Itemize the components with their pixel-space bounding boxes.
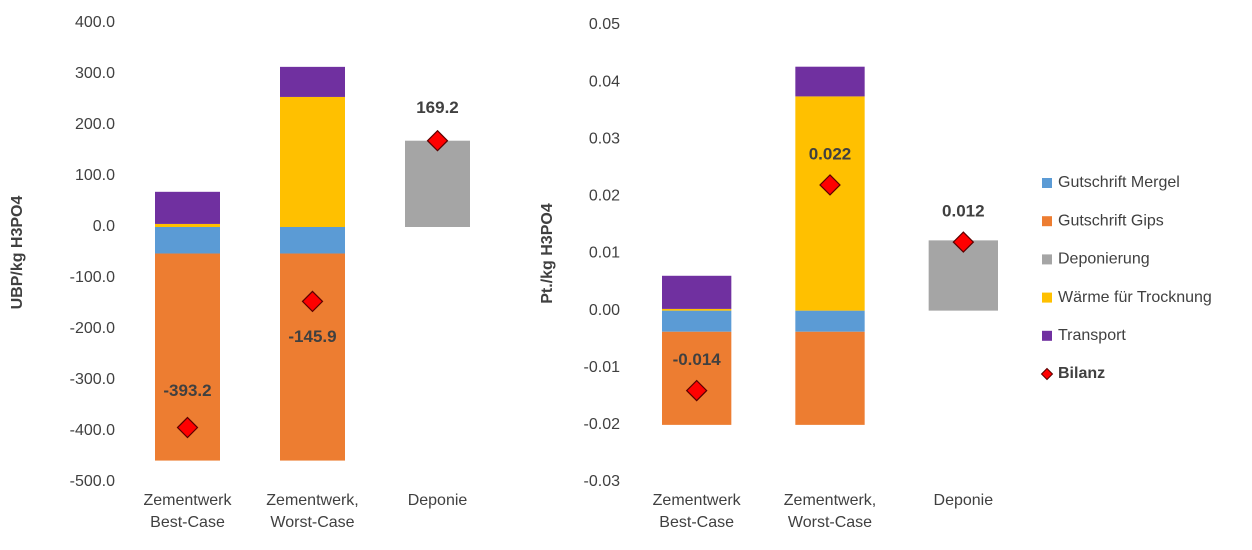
data-label: 169.2 <box>416 98 459 117</box>
marker <box>176 416 199 439</box>
legend-swatch <box>1042 330 1052 341</box>
y-tick-label: 0.02 <box>589 188 620 205</box>
y-tick-label: 0.05 <box>589 16 620 33</box>
legend-label: Gutschrift Mergel <box>1058 174 1180 191</box>
legend-label: Gutschrift Gips <box>1058 212 1164 229</box>
y-tick-label: -0.02 <box>584 416 621 433</box>
y-tick-label: -400.0 <box>70 422 115 439</box>
y-tick-label: -0.01 <box>584 359 621 376</box>
y-axis-title: UBP/kg H3PO4 <box>9 195 26 309</box>
x-tick-label: Deponie <box>407 492 468 509</box>
y-tick-label: 100.0 <box>75 167 115 184</box>
y-tick-label: -300.0 <box>70 371 115 388</box>
legend-label: Bilanz <box>1058 365 1105 382</box>
bar-segment: Gutschrift Gips <box>795 331 865 425</box>
bar-segment: Gutschrift Mergel <box>662 310 732 332</box>
y-tick-label: -200.0 <box>70 320 115 337</box>
y-tick-label: -0.03 <box>584 473 621 490</box>
legend-label: Deponierung <box>1058 251 1150 268</box>
data-label: -393.2 <box>163 381 211 400</box>
bar-segment: Transport <box>662 275 732 309</box>
bar-segment: Gutschrift Mergel <box>795 310 865 332</box>
bar-segment: Gutschrift Mergel <box>155 227 220 254</box>
bar-segment: Gutschrift Mergel <box>280 227 345 254</box>
legend-label: Wärme für Trocknung <box>1058 289 1212 306</box>
marker <box>301 290 324 313</box>
y-tick-label: 0.03 <box>589 130 620 147</box>
bar-segment: Wärme für Trocknung <box>280 96 345 227</box>
bar-segment: Gutschrift Gips <box>280 253 345 461</box>
marker <box>952 231 975 253</box>
x-tick-label: Zementwerk Best-Case <box>143 492 232 531</box>
marker <box>685 379 708 402</box>
y-tick-label: 200.0 <box>75 116 115 133</box>
y-tick-label: 300.0 <box>75 65 115 82</box>
y-axis-title: Pt./kg H3PO4 <box>539 203 556 304</box>
y-tick-label: 0.04 <box>589 73 620 90</box>
legend-swatch <box>1042 216 1052 227</box>
y-tick-label: 400.0 <box>75 14 115 31</box>
legend-marker <box>1040 367 1054 381</box>
data-label: 0.012 <box>942 202 985 221</box>
data-label: -0.014 <box>673 350 722 369</box>
x-tick-label: Deponie <box>933 492 994 509</box>
y-tick-label: -500.0 <box>70 473 115 490</box>
x-tick-label: Zementwerk, Worst-Case <box>783 492 877 531</box>
legend-label: Transport <box>1058 327 1126 344</box>
bar-segment: Gutschrift Gips <box>662 331 732 425</box>
legend-swatch <box>1042 292 1052 303</box>
bar-segment: Wärme für Trocknung <box>662 308 732 311</box>
legend-swatch <box>1042 178 1052 188</box>
bar-segment: Wärme für Trocknung <box>795 96 865 311</box>
bar-segment: Transport <box>795 66 865 97</box>
bar-segment: Deponierung <box>405 140 470 227</box>
marker <box>819 174 841 196</box>
data-label: -145.9 <box>288 327 336 346</box>
marker <box>426 129 449 152</box>
x-tick-label: Zementwerk, Worst-Case <box>266 492 359 531</box>
bar-segment: Transport <box>280 66 345 97</box>
y-tick-label: 0.00 <box>589 302 620 319</box>
data-label: 0.022 <box>809 144 852 163</box>
y-tick-label: 0.01 <box>589 245 620 262</box>
y-tick-label: -100.0 <box>70 269 115 286</box>
legend-swatch <box>1042 254 1052 265</box>
bar-segment: Transport <box>155 191 220 224</box>
y-tick-label: 0.0 <box>93 218 115 235</box>
bar-segment: Wärme für Trocknung <box>155 223 220 227</box>
x-tick-label: Zementwerk Best-Case <box>652 492 741 531</box>
